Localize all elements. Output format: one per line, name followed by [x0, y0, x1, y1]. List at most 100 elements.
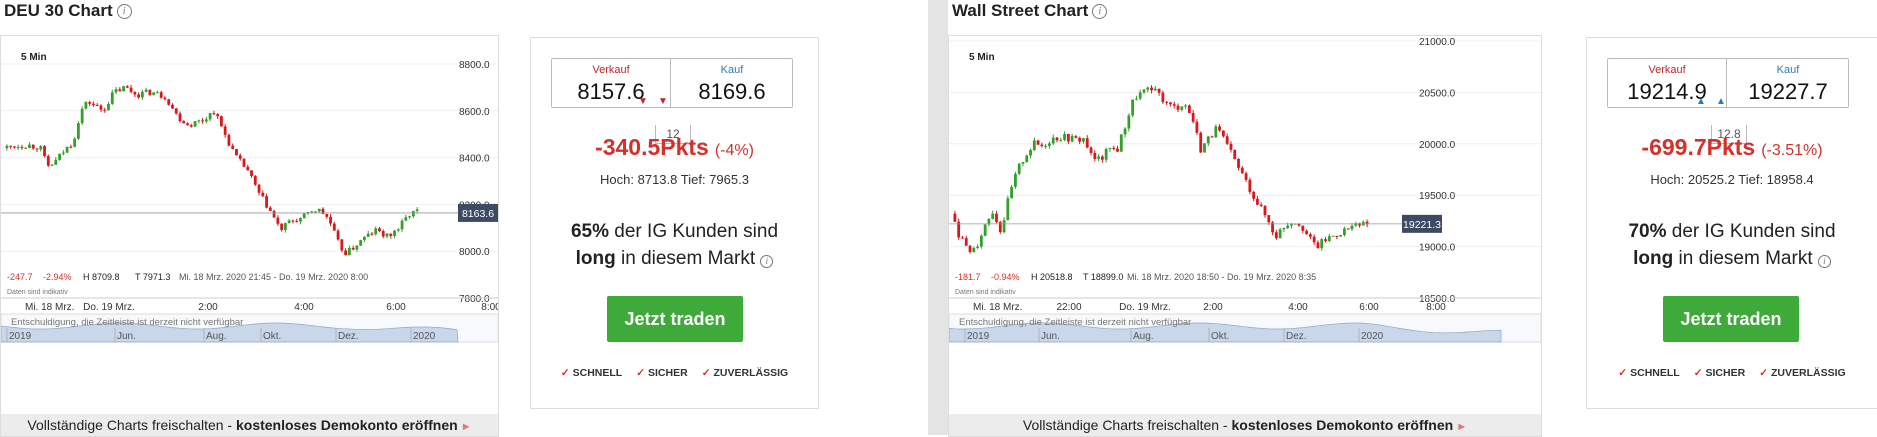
stat-low: T 7971.3 [135, 272, 170, 282]
candle-body [961, 237, 964, 239]
candle-body [268, 207, 272, 211]
candle-body [295, 220, 299, 222]
candle-body [250, 170, 253, 177]
x-tick-label: 8:00 [1426, 302, 1446, 313]
candle-body [366, 233, 370, 237]
sell-label: Verkauf [592, 64, 630, 76]
candle-body [415, 209, 419, 211]
candle-body [1146, 87, 1150, 90]
navigator-tick-label: Aug. [1133, 331, 1154, 342]
candle-body [1346, 228, 1350, 230]
stat-range: Mi. 18 Mrz. 2020 18:50 - Do. 19 Mrz. 202… [1127, 272, 1316, 282]
candle-body [1308, 234, 1312, 237]
candle-body [235, 149, 238, 156]
feature-item: ✓ ZUVERLÄSSIG [701, 367, 789, 379]
candle-body [321, 208, 325, 215]
candle-body [9, 145, 13, 147]
high-low: Hoch: 20525.2 Tief: 18958.4 [1650, 172, 1814, 187]
candle-body [1036, 140, 1040, 145]
check-icon: ✓ [1759, 367, 1769, 379]
candle-body [995, 213, 998, 222]
unlock-charts-bar[interactable]: Vollständige Charts freischalten - koste… [949, 414, 1541, 436]
demo-account-link[interactable]: kostenloses Demokonto eröffnen [235, 417, 458, 433]
candle-body [24, 147, 28, 149]
trade-now-button[interactable]: Jetzt traden [1663, 296, 1799, 342]
candle-body [287, 220, 291, 223]
navigator-tick-label: Okt. [263, 331, 281, 342]
candle-body [73, 138, 77, 147]
info-icon[interactable]: i [760, 255, 774, 268]
candle-body [152, 92, 156, 96]
sentiment-direction: long [575, 248, 616, 269]
candle-body [1040, 144, 1044, 147]
candle-body [76, 123, 80, 139]
stat-change-percent: -0.94% [991, 272, 1020, 282]
candle-body [340, 239, 344, 251]
candle-body [1010, 186, 1014, 199]
candle-body [1358, 223, 1361, 226]
sentiment-text-2: in diesem Markt [1678, 248, 1813, 269]
candle-body [189, 125, 193, 127]
change-percent: (-4%) [714, 142, 754, 159]
candle-body [186, 123, 189, 126]
candle-body [1214, 126, 1218, 138]
candle-body [1157, 88, 1161, 93]
candle-body [1282, 228, 1286, 230]
arrow-right-icon: ► [460, 421, 472, 433]
sell-cell[interactable]: Verkauf 8157.6 [552, 59, 671, 107]
candle-body [1237, 158, 1240, 168]
candle-body [1032, 140, 1036, 151]
x-tick-label: Do. 19 Mrz. [83, 302, 135, 313]
buy-cell[interactable]: Kauf 19227.7 [1728, 59, 1848, 107]
check-icon: ✓ [636, 367, 646, 379]
candle-body [957, 221, 961, 238]
candle-body [137, 94, 141, 98]
info-icon[interactable]: i [1817, 255, 1831, 268]
candle-body [1331, 235, 1335, 237]
candle-body [396, 229, 400, 231]
candle-body [182, 121, 186, 124]
chart-title-text: Wall Street Chart [952, 1, 1089, 20]
candle-body [302, 213, 306, 219]
x-tick-label: 4:00 [1288, 302, 1308, 313]
info-icon[interactable]: i [1092, 3, 1108, 19]
y-tick-label: 20000.0 [1419, 140, 1456, 151]
candle-body [1286, 225, 1290, 229]
candle-body [979, 235, 983, 247]
candle-body [133, 91, 137, 95]
candle-body [1297, 223, 1301, 226]
quote-box: Verkauf 8157.6 Kauf 8169.6 ▼ ▼ 12 [551, 58, 793, 144]
info-icon[interactable]: i [116, 3, 132, 19]
sentiment-text: der IG Kunden sind [614, 221, 779, 242]
candle-body [1116, 148, 1119, 152]
candle-body [283, 222, 287, 230]
sell-price: 19214.9 [1627, 79, 1707, 104]
candle-body [1066, 134, 1070, 142]
daily-change: -699.7Pkts (-3.51%) [1587, 134, 1877, 161]
candle-body [400, 220, 404, 230]
trade-now-button[interactable]: Jetzt traden [607, 296, 743, 342]
candle-body [1078, 137, 1082, 142]
y-tick-label: 19500.0 [1419, 191, 1456, 202]
candle-body [1169, 102, 1172, 105]
candle-body [1127, 115, 1131, 129]
last-price-label: 8163.6 [462, 208, 494, 220]
candle-body [178, 113, 182, 122]
candle-body [46, 156, 50, 166]
quote-card: Verkauf 19214.9 Kauf 19227.7 ▲ ▲ 12.8 -6… [1586, 37, 1877, 409]
y-tick-label: 8000.0 [459, 247, 490, 258]
candle-body [1142, 89, 1146, 93]
candle-body [253, 176, 257, 185]
indicative-note: Daten sind indikativ [955, 289, 1016, 296]
candle-body [964, 238, 968, 246]
demo-account-link[interactable]: kostenloses Demokonto eröffnen [1231, 417, 1454, 433]
unlock-charts-bar[interactable]: Vollständige Charts freischalten - koste… [1, 414, 498, 436]
sell-cell[interactable]: Verkauf 19214.9 [1608, 59, 1727, 107]
y-tick-label: 7800.0 [459, 294, 490, 305]
candle-body [95, 104, 99, 106]
buy-cell[interactable]: Kauf 8169.6 [672, 59, 792, 107]
stat-high: H 20518.8 [1031, 272, 1073, 282]
price-chart[interactable]: 21000.0 20500.0 20000.0 19500.0 19000.0 18500… [948, 35, 1542, 437]
candle-body [1354, 223, 1358, 226]
